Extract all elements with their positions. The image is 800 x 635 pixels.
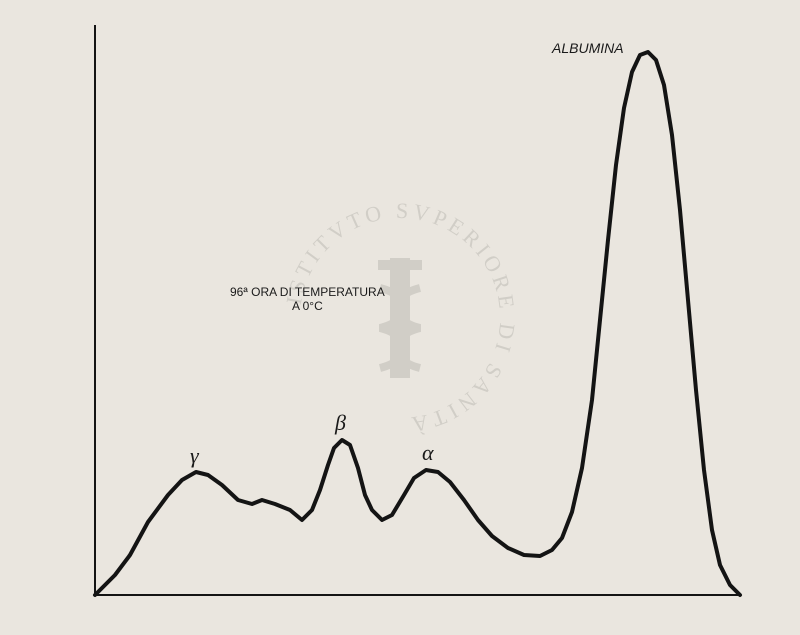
condition-label: 96ª ORA DI TEMPERATURA A 0°C [230,285,385,313]
curve [95,52,740,595]
albumin-text: ALBUMINA [552,40,624,56]
condition-line1: 96ª ORA DI TEMPERATURA [230,285,385,299]
peak-label-0: γ [190,443,199,469]
albumin-label: ALBUMINA [552,40,624,56]
peak-label-1: β [335,410,346,436]
electrophoresis-chart [0,0,800,635]
peak-label-2: α [422,440,434,466]
condition-line2: A 0°C [230,299,385,313]
